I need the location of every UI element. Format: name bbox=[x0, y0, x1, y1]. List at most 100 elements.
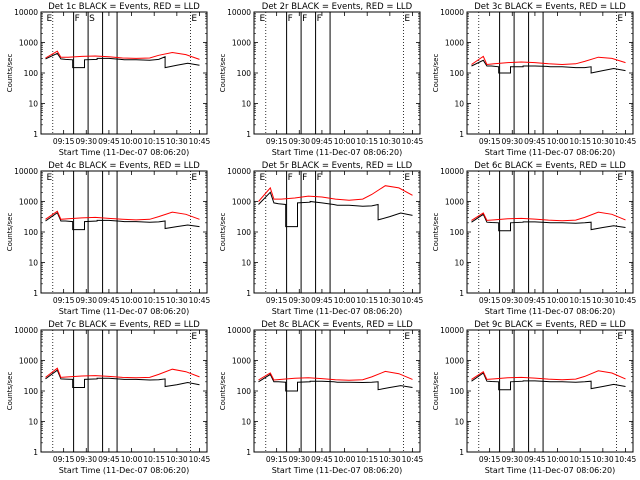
x-axis-label: Start Time (11-Dec-07 08:06:20) bbox=[485, 466, 616, 475]
y-tick-label: 10 bbox=[454, 418, 464, 427]
plot-frame bbox=[253, 329, 421, 453]
y-tick-label: 1 bbox=[33, 130, 38, 139]
x-tick-label: 10:15 bbox=[569, 137, 591, 146]
segment-marker: E bbox=[404, 173, 410, 183]
y-tick-label: 1000 bbox=[445, 198, 464, 207]
x-axis-label: Start Time (11-Dec-07 08:06:20) bbox=[485, 148, 616, 157]
y-axis-label: Counts/sec bbox=[6, 54, 14, 93]
series-line-lld bbox=[45, 367, 200, 379]
x-tick-label: 10:15 bbox=[569, 296, 591, 305]
chart-panel-3: Det 3c BLACK = Events, RED = LLD Counts/s… bbox=[432, 2, 637, 157]
x-axis-label: Start Time (11-Dec-07 08:06:20) bbox=[272, 148, 403, 157]
segment-marker: F bbox=[288, 173, 293, 183]
x-tick-label: 09:30 bbox=[501, 296, 523, 305]
y-tick-label: 10000 bbox=[440, 8, 464, 17]
chart-title: Det 4c BLACK = Events, RED = LLD bbox=[48, 161, 200, 171]
chart-title: Det 5r BLACK = Events, RED = LLD bbox=[262, 161, 413, 171]
y-tick-label: 100 bbox=[24, 387, 39, 396]
y-tick-label: 10000 bbox=[14, 326, 38, 335]
x-tick-label: 10:45 bbox=[189, 455, 211, 464]
y-axis-label: Counts/sec bbox=[6, 213, 14, 252]
y-axis-label: Counts/sec bbox=[432, 372, 440, 411]
x-tick-label: 09:45 bbox=[524, 137, 546, 146]
y-tick-label: 1 bbox=[459, 289, 464, 298]
y-axis-label: Counts/sec bbox=[219, 54, 227, 93]
x-axis-label: Start Time (11-Dec-07 08:06:20) bbox=[272, 307, 403, 316]
segment-marker: F bbox=[75, 14, 80, 24]
x-tick-label: 09:45 bbox=[524, 455, 546, 464]
x-tick-label: 09:15 bbox=[53, 296, 75, 305]
x-tick-label: 09:45 bbox=[98, 296, 120, 305]
chart-title: Det 6c BLACK = Events, RED = LLD bbox=[474, 161, 626, 171]
x-tick-label: 10:45 bbox=[402, 296, 424, 305]
segment-marker: E bbox=[617, 173, 623, 183]
chart-panel-8: Det 8c BLACK = Events, RED = LLD Counts/s… bbox=[219, 320, 424, 475]
y-tick-label: 10000 bbox=[14, 167, 38, 176]
x-tick-label: 10:45 bbox=[189, 137, 211, 146]
y-tick-label: 10 bbox=[454, 259, 464, 268]
x-tick-label: 10:15 bbox=[356, 137, 378, 146]
x-axis-label: Start Time (11-Dec-07 08:06:20) bbox=[59, 307, 190, 316]
y-tick-label: 10000 bbox=[227, 8, 251, 17]
x-tick-label: 10:15 bbox=[143, 137, 165, 146]
y-tick-label: 10 bbox=[454, 100, 464, 109]
x-tick-label: 10:00 bbox=[547, 296, 569, 305]
x-tick-label: 10:30 bbox=[379, 137, 401, 146]
x-tick-label: 10:00 bbox=[334, 137, 356, 146]
plot-frame bbox=[253, 11, 421, 135]
chart-title: Det 3c BLACK = Events, RED = LLD bbox=[474, 2, 626, 12]
x-tick-label: 09:15 bbox=[479, 296, 501, 305]
series-line-lld bbox=[45, 50, 200, 60]
segment-marker: F bbox=[317, 14, 322, 24]
x-tick-label: 09:30 bbox=[501, 455, 523, 464]
series-line-events bbox=[45, 52, 200, 69]
segment-marker: F bbox=[317, 173, 322, 183]
x-tick-label: 10:00 bbox=[121, 455, 143, 464]
x-tick-label: 09:30 bbox=[75, 455, 97, 464]
x-tick-label: 09:15 bbox=[53, 455, 75, 464]
x-tick-label: 10:45 bbox=[615, 296, 637, 305]
y-tick-label: 100 bbox=[24, 228, 39, 237]
chart-panel-4: Det 4c BLACK = Events, RED = LLD Counts/s… bbox=[6, 161, 211, 316]
series-line-events bbox=[471, 59, 626, 74]
segment-marker: F bbox=[288, 14, 293, 24]
plot-frame bbox=[466, 11, 634, 135]
x-tick-label: 10:30 bbox=[379, 296, 401, 305]
x-tick-label: 09:30 bbox=[288, 296, 310, 305]
x-tick-label: 09:45 bbox=[98, 455, 120, 464]
series-line-lld bbox=[258, 370, 413, 381]
y-tick-label: 1 bbox=[33, 448, 38, 457]
plot-frame bbox=[253, 170, 421, 294]
y-axis-label: Counts/sec bbox=[432, 54, 440, 93]
x-tick-label: 10:30 bbox=[166, 137, 188, 146]
x-tick-label: 10:00 bbox=[121, 296, 143, 305]
segment-marker: E bbox=[47, 173, 53, 183]
segment-marker: E bbox=[191, 332, 197, 342]
y-tick-label: 100 bbox=[450, 228, 465, 237]
x-tick-label: 10:00 bbox=[547, 137, 569, 146]
chart-panel-7: Det 7c BLACK = Events, RED = LLD Counts/s… bbox=[6, 320, 211, 475]
series-line-events bbox=[471, 372, 626, 391]
y-tick-label: 100 bbox=[450, 69, 465, 78]
x-tick-label: 10:45 bbox=[189, 296, 211, 305]
x-tick-label: 10:00 bbox=[334, 296, 356, 305]
chart-title: Det 7c BLACK = Events, RED = LLD bbox=[48, 320, 200, 330]
chart-panel-1: Det 1c BLACK = Events, RED = LLD Counts/s… bbox=[6, 2, 211, 157]
series-line-lld bbox=[471, 211, 626, 222]
y-tick-label: 1 bbox=[459, 448, 464, 457]
x-tick-label: 09:30 bbox=[75, 296, 97, 305]
y-tick-label: 10000 bbox=[227, 167, 251, 176]
segment-marker: E bbox=[260, 173, 266, 183]
y-tick-label: 10 bbox=[241, 418, 251, 427]
x-tick-label: 10:15 bbox=[143, 455, 165, 464]
y-tick-label: 1 bbox=[246, 289, 251, 298]
y-axis-label: Counts/sec bbox=[432, 213, 440, 252]
y-tick-label: 1 bbox=[459, 130, 464, 139]
x-tick-label: 10:45 bbox=[615, 137, 637, 146]
y-tick-label: 1000 bbox=[232, 198, 251, 207]
x-tick-label: 09:15 bbox=[479, 455, 501, 464]
chart-panel-6: Det 6c BLACK = Events, RED = LLD Counts/s… bbox=[432, 161, 637, 316]
chart-panel-5: Det 5r BLACK = Events, RED = LLD Counts/s… bbox=[219, 161, 424, 316]
segment-marker: E bbox=[617, 14, 623, 24]
x-tick-label: 10:45 bbox=[402, 455, 424, 464]
